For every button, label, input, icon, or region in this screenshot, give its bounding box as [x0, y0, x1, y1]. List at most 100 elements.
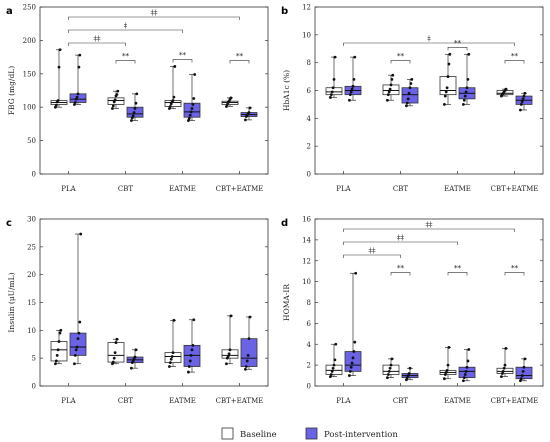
data-point-baseline-eatme	[443, 94, 447, 98]
data-point-post-cbt	[130, 119, 133, 122]
data-point-post-cbt	[131, 114, 135, 118]
data-point-baseline-cbt	[389, 83, 393, 87]
y-axis-label: HOMA-IR	[282, 284, 291, 321]
y-tick-label: 15	[27, 299, 36, 307]
data-point-baseline-cbt-eatme	[500, 372, 504, 375]
significance-bracket	[504, 272, 525, 276]
data-point-baseline-eatme	[445, 368, 449, 372]
y-tick-label: 16	[302, 216, 311, 224]
data-point-post-eatme	[466, 77, 470, 81]
significance-label: **	[454, 39, 462, 47]
data-point-post-cbt	[135, 92, 139, 96]
data-point-post-cbt-eatme	[519, 103, 523, 106]
x-tick-label: PLA	[61, 185, 76, 193]
significance-label: **	[397, 52, 405, 60]
data-point-baseline-pla	[332, 363, 336, 367]
data-point-baseline-cbt-eatme	[504, 347, 508, 350]
y-tick-label: 30	[27, 216, 36, 224]
box-baseline-eatme	[164, 352, 182, 364]
data-point-baseline-pla	[55, 353, 59, 357]
significance-bracket	[504, 60, 525, 64]
data-point-baseline-cbt	[111, 107, 114, 110]
data-point-baseline-eatme	[169, 357, 173, 361]
significance-label: **	[397, 264, 405, 272]
data-point-baseline-cbt	[388, 87, 392, 91]
data-point-baseline-cbt	[390, 357, 394, 361]
box-post-pla	[69, 332, 87, 356]
data-point-baseline-pla	[333, 55, 337, 59]
data-point-post-pla	[78, 53, 82, 57]
data-point-baseline-cbt	[391, 73, 395, 77]
data-point-post-cbt-eatme	[523, 357, 527, 361]
y-axis-label: Insulin (μU/mL)	[7, 272, 16, 332]
y-tick-label: 6	[307, 320, 312, 328]
data-point-baseline-eatme	[168, 365, 171, 368]
box-post-pla	[344, 351, 362, 372]
data-point-post-eatme	[462, 103, 465, 106]
significance-bracket	[229, 60, 250, 64]
panel-label: a	[6, 6, 13, 17]
y-tick-label: 5	[32, 355, 36, 363]
data-point-post-eatme	[463, 373, 467, 376]
data-point-post-cbt	[131, 359, 135, 363]
comparison-bracket	[68, 29, 183, 33]
significance-label: **	[511, 264, 519, 272]
data-point-post-cbt	[409, 82, 413, 85]
comparison-label: ‡	[427, 35, 431, 43]
data-point-baseline-eatme	[170, 355, 174, 358]
data-point-baseline-pla	[332, 77, 336, 81]
significance-label: **	[122, 52, 130, 60]
data-point-baseline-eatme	[448, 52, 452, 56]
data-point-baseline-eatme	[446, 363, 450, 367]
data-point-post-eatme	[189, 353, 193, 357]
data-point-baseline-pla	[56, 348, 60, 352]
legend-baseline-swatch	[221, 427, 234, 440]
data-point-baseline-eatme	[171, 99, 175, 102]
data-point-baseline-cbt-eatme	[229, 314, 233, 318]
data-point-post-cbt	[132, 111, 136, 114]
data-point-post-cbt	[405, 378, 408, 382]
comparison-bracket	[343, 42, 515, 46]
data-point-post-cbt-eatme	[519, 108, 522, 112]
data-point-post-pla	[77, 331, 81, 335]
data-point-post-pla	[348, 98, 351, 102]
data-point-baseline-eatme	[171, 351, 175, 354]
data-point-baseline-eatme	[168, 105, 172, 108]
data-point-baseline-pla	[54, 359, 58, 363]
data-point-post-pla	[349, 365, 353, 369]
data-point-post-cbt-eatme	[522, 94, 526, 98]
data-point-post-pla	[76, 92, 80, 96]
data-point-post-pla	[74, 348, 78, 352]
data-point-baseline-cbt-eatme	[229, 96, 233, 100]
y-axis-label: HbA1c (%)	[282, 70, 291, 111]
data-point-post-pla	[353, 55, 357, 59]
data-point-post-pla	[352, 350, 356, 353]
data-point-post-eatme	[187, 117, 191, 120]
data-point-baseline-cbt-eatme	[504, 87, 508, 91]
data-point-post-pla	[76, 337, 80, 341]
x-tick-label: CBT	[393, 185, 409, 193]
y-tick-label: 8	[307, 299, 311, 307]
y-tick-label: 12	[302, 257, 311, 265]
x-tick-label: CBT	[393, 397, 409, 405]
data-point-baseline-pla	[54, 362, 57, 366]
data-point-post-cbt-eatme	[244, 367, 247, 371]
data-point-post-pla	[79, 232, 83, 236]
significance-label: **	[511, 52, 519, 60]
data-point-baseline-eatme	[447, 62, 451, 66]
data-point-post-pla	[351, 84, 355, 88]
data-point-baseline-pla	[330, 90, 334, 94]
data-point-post-cbt-eatme	[519, 377, 523, 381]
data-point-post-pla	[349, 90, 353, 94]
data-point-post-cbt-eatme	[247, 111, 251, 114]
data-point-baseline-pla	[329, 373, 333, 376]
y-tick-label: 10	[302, 278, 311, 286]
y-tick-label: 150	[23, 70, 36, 78]
data-point-post-eatme	[190, 107, 194, 110]
significance-label: **	[454, 264, 462, 272]
data-point-post-cbt	[406, 374, 410, 377]
x-tick-label: CBT	[118, 397, 134, 405]
data-point-baseline-cbt	[112, 356, 116, 360]
